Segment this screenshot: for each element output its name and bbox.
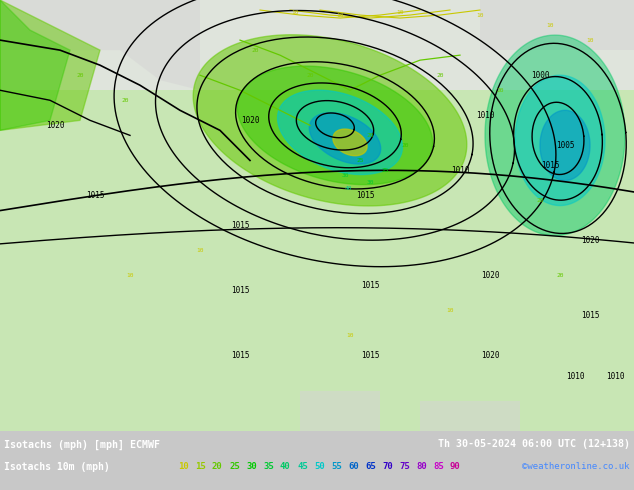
Text: Isotachs 10m (mph): Isotachs 10m (mph): [4, 462, 110, 471]
Text: 10: 10: [446, 308, 454, 314]
Text: 80: 80: [416, 462, 427, 470]
Text: Th 30-05-2024 06:00 UTC (12+138): Th 30-05-2024 06:00 UTC (12+138): [438, 440, 630, 449]
Text: 65: 65: [365, 462, 376, 470]
Text: 10: 10: [178, 462, 189, 470]
Polygon shape: [0, 0, 100, 130]
Text: 15: 15: [195, 462, 206, 470]
Text: 60: 60: [348, 462, 359, 470]
Text: 1020: 1020: [581, 236, 599, 245]
Text: 20: 20: [436, 73, 444, 78]
Text: 1015: 1015: [356, 191, 374, 200]
Text: 1000: 1000: [531, 71, 549, 80]
Polygon shape: [309, 113, 380, 164]
Text: 20: 20: [306, 73, 314, 78]
Polygon shape: [300, 391, 380, 431]
Text: 45: 45: [297, 462, 307, 470]
Text: 25: 25: [229, 462, 240, 470]
Polygon shape: [515, 75, 605, 206]
Text: 20: 20: [496, 88, 504, 93]
Text: 25: 25: [356, 158, 364, 163]
Text: 10: 10: [126, 273, 134, 278]
Text: 1015: 1015: [361, 281, 379, 290]
Text: 10: 10: [396, 9, 404, 15]
Text: 30: 30: [341, 173, 349, 178]
Text: 20: 20: [121, 98, 129, 103]
Polygon shape: [420, 401, 520, 431]
Text: 30: 30: [366, 180, 374, 185]
Text: 1015: 1015: [231, 351, 249, 361]
Text: 1015: 1015: [361, 351, 379, 361]
Text: 1005: 1005: [556, 141, 574, 150]
Polygon shape: [485, 35, 625, 236]
Text: Isotachs (mph) [mph] ECMWF: Isotachs (mph) [mph] ECMWF: [4, 440, 160, 449]
Text: 1015: 1015: [231, 221, 249, 230]
Text: 1010: 1010: [605, 371, 624, 381]
Text: 20: 20: [536, 198, 544, 203]
Text: 85: 85: [433, 462, 444, 470]
Bar: [0, 0, 634, 100]
Polygon shape: [237, 66, 432, 185]
Text: 10: 10: [476, 13, 484, 18]
Text: 1015: 1015: [581, 311, 599, 320]
Text: 10: 10: [197, 248, 204, 253]
Text: 35: 35: [263, 462, 274, 470]
Polygon shape: [480, 0, 634, 50]
Text: ©weatheronline.co.uk: ©weatheronline.co.uk: [522, 462, 630, 470]
Text: 90: 90: [450, 462, 461, 470]
Text: 1020: 1020: [46, 121, 64, 130]
Text: 1010: 1010: [476, 111, 495, 120]
Polygon shape: [278, 90, 403, 174]
Text: 55: 55: [331, 462, 342, 470]
Text: 20: 20: [212, 462, 223, 470]
Text: 30: 30: [246, 462, 257, 470]
Text: 1015: 1015: [541, 161, 559, 170]
Text: 1015: 1015: [86, 191, 104, 200]
Text: 20: 20: [401, 143, 409, 148]
Text: 40: 40: [344, 186, 352, 191]
Text: 10: 10: [547, 23, 553, 27]
Polygon shape: [0, 0, 70, 130]
Text: 75: 75: [399, 462, 410, 470]
Text: 25: 25: [381, 168, 389, 173]
Text: 20: 20: [251, 48, 259, 52]
Text: 20: 20: [76, 73, 84, 78]
Text: 40: 40: [280, 462, 291, 470]
Text: 10: 10: [586, 38, 594, 43]
Text: 1015: 1015: [231, 286, 249, 295]
Text: 10: 10: [291, 9, 299, 15]
Text: 10: 10: [336, 13, 344, 18]
Text: 1010: 1010: [566, 371, 585, 381]
Text: 50: 50: [314, 462, 325, 470]
Text: 20: 20: [556, 273, 564, 278]
Text: 70: 70: [382, 462, 392, 470]
Polygon shape: [0, 0, 200, 90]
Polygon shape: [540, 110, 590, 180]
Text: 20: 20: [366, 133, 374, 138]
Text: 10: 10: [346, 333, 354, 339]
Text: 1010: 1010: [451, 166, 469, 175]
Text: 1020: 1020: [481, 351, 499, 361]
Polygon shape: [333, 129, 367, 156]
Bar: [0, 0, 634, 90]
Text: 1020: 1020: [241, 116, 259, 125]
Polygon shape: [193, 35, 467, 206]
Text: 1020: 1020: [481, 271, 499, 280]
